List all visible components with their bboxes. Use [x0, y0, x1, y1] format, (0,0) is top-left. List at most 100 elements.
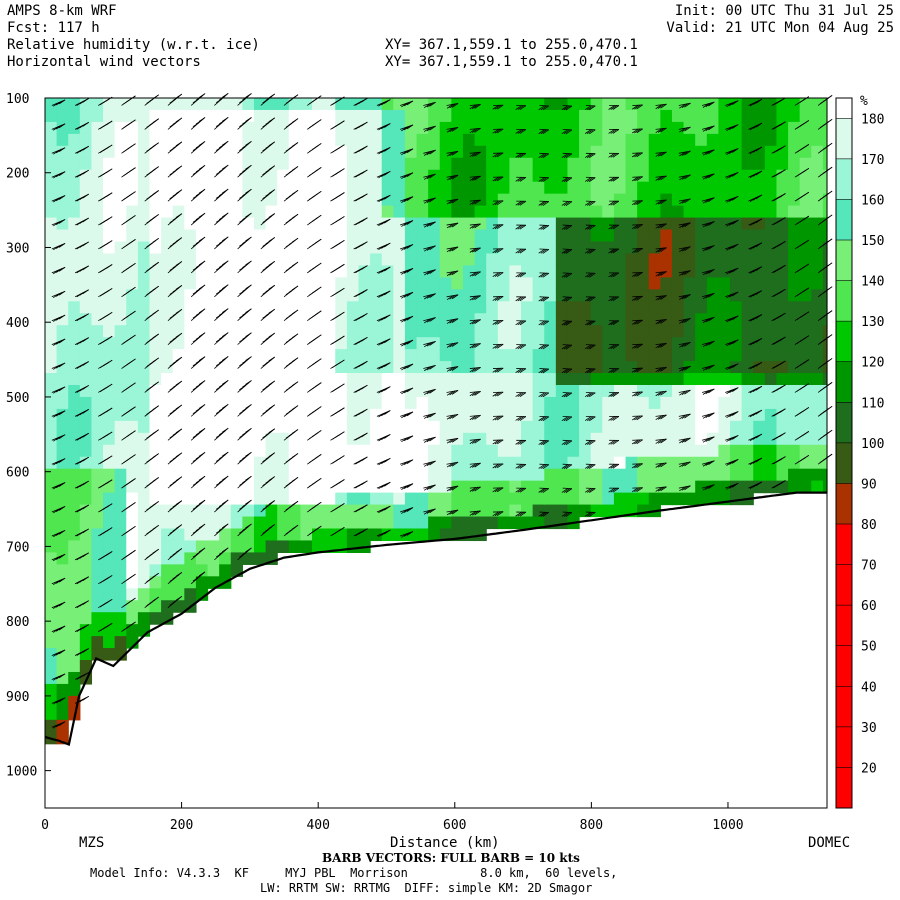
rh-cell	[56, 516, 69, 530]
wind-barb-flag	[496, 296, 504, 301]
rh-cell	[126, 325, 139, 338]
rh-cell	[764, 361, 778, 374]
wind-barb-flag	[99, 530, 107, 536]
wind-barb-flag	[76, 292, 83, 298]
rh-cell	[288, 480, 302, 494]
rh-cell	[683, 408, 696, 422]
rh-cell	[172, 480, 185, 494]
rh-cell	[648, 109, 661, 123]
rh-cell	[393, 373, 406, 386]
wind-barb-flag	[472, 391, 479, 396]
rh-cell	[114, 157, 127, 171]
rh-cell	[219, 241, 232, 255]
rh-cell	[637, 456, 650, 470]
wind-barb-flag	[608, 176, 615, 182]
rh-cell	[764, 301, 778, 314]
rh-cell	[114, 277, 127, 290]
rh-cell	[811, 444, 824, 458]
rh-cell	[277, 229, 290, 243]
rh-cell	[230, 552, 243, 565]
rh-cell	[567, 109, 580, 123]
wind-barb-flag	[705, 198, 712, 203]
rh-cell	[486, 468, 499, 482]
rh-cell	[56, 373, 69, 386]
wind-barb-flag	[378, 412, 385, 418]
rh-cell	[265, 229, 278, 243]
wind-barb-flag	[239, 265, 246, 271]
wind-barb-flag	[726, 365, 733, 371]
rh-cell	[660, 492, 673, 506]
rh-cell	[462, 229, 476, 243]
rh-cell	[811, 289, 824, 302]
rh-cell	[811, 157, 824, 171]
wind-barb-flag	[517, 200, 524, 206]
wind-barb-flag	[378, 173, 385, 179]
wind-barb-flag	[563, 201, 571, 206]
wind-barb-flag	[729, 197, 736, 202]
wind-barb-flag	[561, 225, 569, 230]
rh-cell	[230, 145, 243, 159]
rh-cell	[404, 265, 418, 278]
rh-cell	[370, 217, 383, 231]
rh-cell	[695, 98, 708, 111]
rh-cell	[706, 420, 720, 434]
wind-barb-flag	[99, 554, 107, 560]
wind-barb-flag	[262, 313, 269, 319]
rh-cell	[671, 373, 685, 386]
wind-barb-flag	[198, 332, 206, 338]
wind-barb-flag	[636, 319, 643, 325]
wind-barb-flag	[242, 239, 249, 244]
rh-cell	[195, 420, 209, 434]
rh-cell	[114, 349, 127, 362]
wind-barb-flag	[381, 124, 388, 130]
rh-cell	[625, 133, 638, 147]
wind-barb-flag	[265, 430, 272, 436]
rh-cell	[242, 492, 255, 506]
rh-cell	[404, 169, 418, 183]
rh-cell	[706, 325, 720, 338]
rh-cell	[149, 145, 162, 159]
wind-barb-flag	[684, 389, 691, 395]
wind-barb-flag	[384, 147, 391, 152]
rh-cell	[637, 349, 650, 362]
rh-cell	[567, 444, 580, 458]
wind-barb-flag	[169, 266, 176, 271]
rh-cell	[358, 468, 371, 482]
rh-cell	[323, 528, 336, 542]
wind-barb-flag	[406, 435, 414, 441]
wind-barb-flag	[378, 341, 385, 346]
rh-cell	[637, 133, 650, 147]
rh-cell	[683, 444, 696, 458]
wind-barb-flag	[584, 464, 592, 469]
wind-barb-flag	[492, 439, 499, 445]
rh-cell	[91, 384, 104, 398]
rh-cell	[56, 719, 69, 733]
rh-cell	[602, 468, 615, 482]
wind-barb-flag	[563, 129, 571, 135]
wind-barb-flag	[192, 457, 200, 462]
rh-cell	[323, 277, 336, 290]
rh-cell	[346, 373, 360, 386]
rh-cell	[788, 169, 801, 183]
wind-barb-flag	[589, 440, 596, 446]
wind-barb-flag	[99, 602, 107, 608]
rh-cell	[613, 217, 627, 231]
wind-barb-flag	[242, 215, 249, 221]
rh-cell	[718, 217, 731, 231]
rh-cell	[474, 301, 487, 314]
rh-cell	[381, 181, 394, 195]
wind-barb-flag	[561, 440, 569, 445]
rh-cell	[195, 325, 209, 338]
wind-barb-flag	[218, 167, 226, 173]
rh-cell	[695, 121, 708, 135]
rh-cell	[660, 133, 673, 147]
rh-cell	[579, 444, 592, 458]
wind-barb-flag	[53, 723, 60, 729]
rh-cell	[114, 265, 127, 278]
rh-cell	[637, 313, 650, 326]
rh-cell	[323, 504, 336, 518]
rh-cell	[184, 384, 197, 398]
rh-cell	[706, 133, 720, 147]
rh-cell	[184, 229, 197, 243]
rh-cell	[404, 373, 418, 386]
